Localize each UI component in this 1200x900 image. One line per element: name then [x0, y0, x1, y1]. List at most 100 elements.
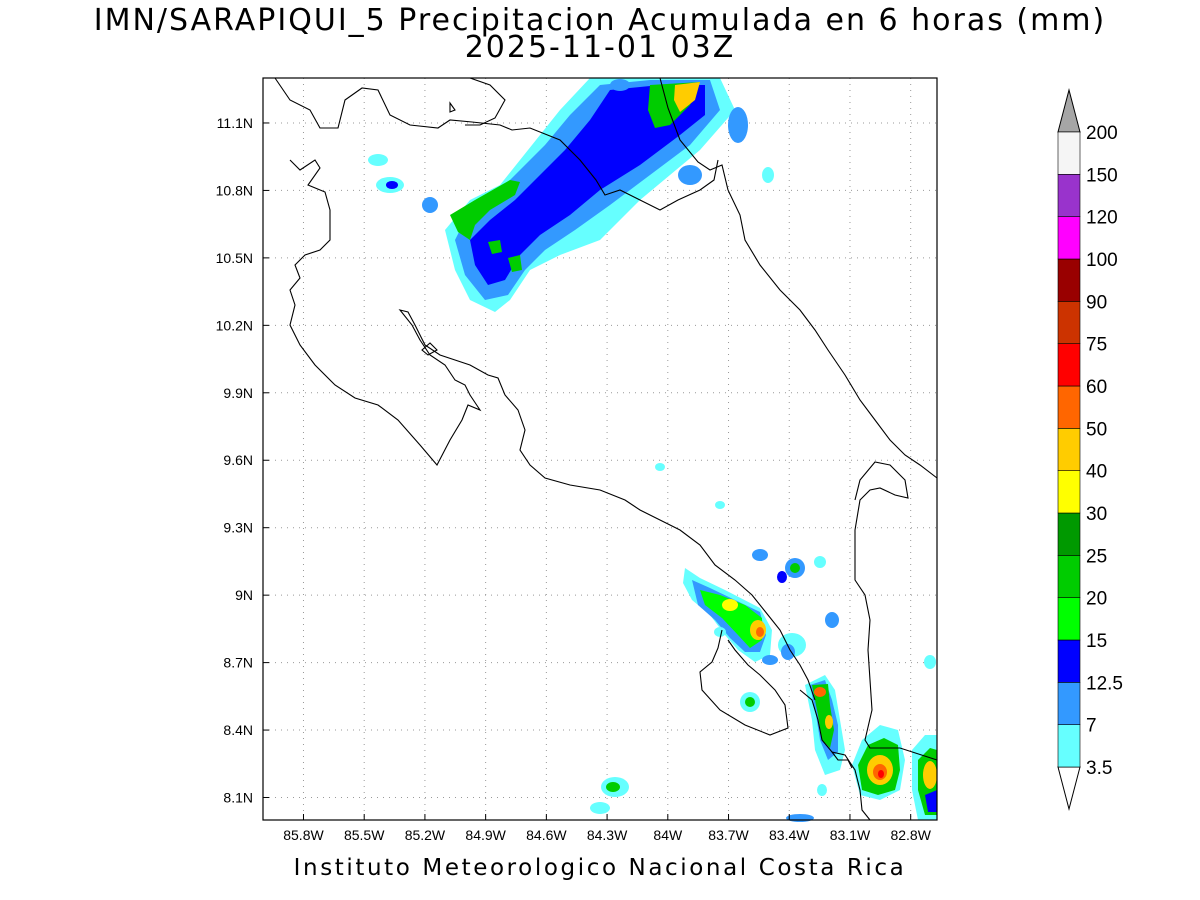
y-tick-label: 10.2N — [216, 317, 253, 333]
precip-cell — [812, 684, 834, 748]
colorbar-segment — [1057, 131, 1081, 175]
y-tick-label: 8.1N — [223, 790, 253, 806]
longitude-ticks: 85.8W 85.5W 85.2W 84.9W 84.6W 84.3W 84W 83.7W 83… — [283, 814, 932, 843]
colorbar-label: 15 — [1086, 631, 1107, 652]
colorbar-segment — [1057, 682, 1081, 725]
x-tick-label: 83.4W — [769, 827, 810, 843]
colorbar-label: 120 — [1086, 208, 1118, 229]
map-frame — [262, 77, 938, 821]
precipitation-field — [368, 78, 937, 822]
x-tick-label: 84.6W — [526, 827, 567, 843]
y-tick-label: 9.9N — [223, 385, 253, 401]
precip-cell — [606, 782, 620, 792]
precip-cell — [386, 181, 398, 189]
precip-cell — [422, 197, 438, 213]
precip-cell — [678, 165, 702, 185]
coastline-caribbean-north — [274, 77, 719, 211]
rain-band-south — [590, 463, 937, 822]
precip-cell — [674, 82, 700, 112]
colorbar-segment — [1057, 512, 1081, 556]
latitude-ticks: 11.1N 10.8N 10.5N 10.2N 9.9N 9.6N 9.3N 9N 8.7N 8.… — [216, 115, 269, 806]
nicaragua-coast — [659, 77, 729, 191]
precip-cell — [925, 790, 937, 812]
x-tick-label: 82.8W — [890, 827, 931, 843]
colorbar-label: 100 — [1086, 250, 1118, 271]
precip-cell — [777, 571, 787, 583]
precip-cell — [790, 563, 800, 573]
lake-nicaragua — [465, 77, 506, 126]
precip-cell — [786, 814, 814, 822]
colorbar-label: 90 — [1086, 292, 1107, 313]
colorbar-label: 20 — [1086, 589, 1107, 610]
y-tick-label: 10.8N — [216, 182, 253, 198]
colorbar-label: 40 — [1086, 462, 1107, 483]
y-tick-label: 8.4N — [223, 722, 253, 738]
x-tick-label: 83.1W — [830, 827, 871, 843]
precip-cell — [923, 761, 937, 789]
x-tick-label: 84.9W — [465, 827, 506, 843]
colorbar-segment — [1057, 470, 1081, 514]
precip-cell — [700, 590, 762, 648]
osa-peninsula — [699, 629, 789, 736]
colorbar-label: 150 — [1086, 165, 1118, 186]
caribbean-coast — [727, 189, 938, 479]
x-tick-label: 85.8W — [283, 827, 324, 843]
precip-cell — [488, 240, 502, 254]
colorbar-segment — [1057, 639, 1081, 683]
x-tick-label: 84W — [653, 827, 683, 843]
y-tick-label: 9.3N — [223, 520, 253, 536]
coastline — [274, 77, 938, 821]
x-tick-label: 85.5W — [344, 827, 385, 843]
precip-cell — [728, 107, 748, 143]
colorbar-max-triangle — [1057, 88, 1081, 133]
colorbar-label: 50 — [1086, 419, 1107, 440]
colorbar-segment — [1057, 258, 1081, 302]
colorbar-segment — [1057, 724, 1081, 768]
colorbar-label: 7 — [1086, 716, 1097, 737]
x-tick-label: 85.2W — [405, 827, 446, 843]
y-tick-label: 8.7N — [223, 655, 253, 671]
precip-cell — [470, 85, 705, 285]
colorbar-label: 25 — [1086, 546, 1107, 567]
precip-cell — [814, 556, 826, 568]
colorbar-segment — [1057, 555, 1081, 598]
precip-cell — [508, 255, 522, 272]
precip-cell — [745, 697, 755, 707]
precip-cell — [715, 501, 725, 509]
rain-band-north — [368, 78, 774, 312]
precip-cell — [368, 154, 388, 166]
precip-cell — [924, 655, 936, 669]
precip-cell — [756, 627, 764, 637]
y-tick-label: 9N — [235, 587, 253, 603]
precip-cell — [752, 549, 768, 561]
colorbar-label: 12.5 — [1086, 673, 1123, 694]
x-tick-label: 84.3W — [587, 827, 628, 843]
burica — [831, 751, 853, 769]
y-tick-label: 9.6N — [223, 452, 253, 468]
precip-cell — [817, 784, 827, 796]
y-tick-label: 10.5N — [216, 250, 253, 266]
colorbar-segment — [1057, 428, 1081, 471]
island-lake — [449, 101, 456, 113]
chart-subtitle: 2025-11-01 03Z — [464, 30, 736, 65]
precip-cell — [825, 612, 839, 628]
colorbar-segment — [1057, 174, 1081, 217]
nicoya-inner — [421, 342, 438, 356]
colorbar: 3.5 7 12.5 15 20 25 30 40 50 60 75 90 100 120 150 200 — [1057, 88, 1123, 811]
colorbar-segment — [1057, 343, 1081, 387]
colorbar-segment — [1057, 301, 1081, 344]
colorbar-segment — [1057, 597, 1081, 641]
chart-title: IMN/SARAPIQUI_5 Precipitacion Acumulada … — [93, 3, 1107, 38]
precip-cell — [878, 770, 884, 778]
precip-cell — [610, 79, 630, 91]
colorbar-min-triangle — [1057, 766, 1081, 811]
precip-cell — [814, 687, 826, 697]
footer-credit: Instituto Meteorologico Nacional Costa R… — [293, 855, 907, 881]
colorbar-segment — [1057, 385, 1081, 429]
y-tick-label: 11.1N — [217, 115, 253, 131]
precip-cell — [655, 463, 665, 471]
precip-cell — [714, 627, 726, 637]
golfo-dulce — [799, 689, 871, 821]
colorbar-label: 200 — [1086, 123, 1118, 144]
